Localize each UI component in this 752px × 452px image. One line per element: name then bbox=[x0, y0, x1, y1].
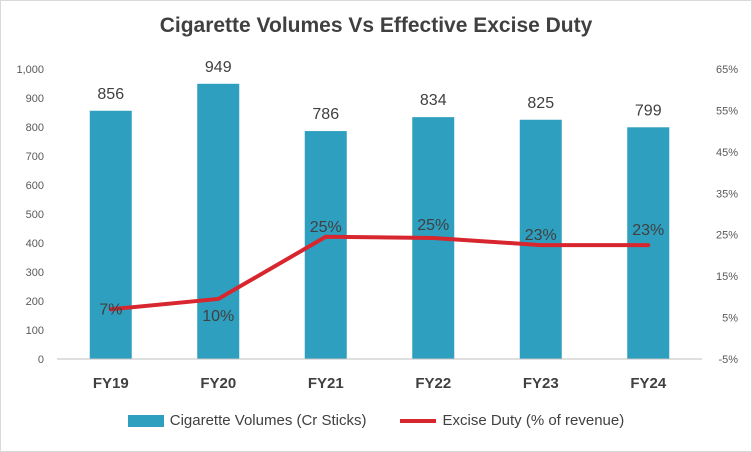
left-axis-tick-label: 500 bbox=[26, 209, 44, 221]
x-axis-tick-label: FY21 bbox=[308, 375, 344, 392]
bar-series bbox=[89, 83, 670, 359]
bar bbox=[519, 119, 562, 359]
left-axis: 0 100 200 300 400 500 600 700 800 900 1,000 bbox=[16, 64, 44, 366]
line-data-label: 10% bbox=[202, 308, 234, 325]
x-axis-tick-label: FY19 bbox=[93, 375, 129, 392]
left-axis-tick-label: 600 bbox=[26, 180, 44, 192]
left-axis-tick-label: 900 bbox=[26, 93, 44, 105]
right-axis-tick-label: 55% bbox=[716, 105, 738, 117]
left-axis-tick-label: 700 bbox=[26, 151, 44, 163]
line-data-label: 7% bbox=[99, 301, 122, 318]
bar-data-label: 825 bbox=[527, 95, 554, 112]
x-axis-tick-label: FY22 bbox=[415, 375, 451, 392]
legend-swatch-volumes bbox=[127, 414, 164, 427]
left-axis-tick-label: 300 bbox=[26, 267, 44, 279]
legend-label-excise: Excise Duty (% of revenue) bbox=[442, 412, 625, 429]
bar-data-labels: 856 949 786 834 825 799 bbox=[97, 59, 661, 123]
excise-duty-line bbox=[108, 234, 651, 312]
bar bbox=[197, 83, 240, 359]
left-axis-tick-label: 0 bbox=[38, 354, 44, 366]
right-axis-tick-label: 45% bbox=[716, 147, 738, 159]
line-data-labels: 7% 10% 25% 25% 23% 23% bbox=[99, 217, 664, 325]
left-axis-tick-label: 100 bbox=[26, 325, 44, 337]
left-axis-tick-label: 800 bbox=[26, 122, 44, 134]
right-axis-tick-label: 65% bbox=[716, 64, 738, 76]
right-axis-tick-label: 25% bbox=[716, 230, 738, 242]
line-data-label: 25% bbox=[417, 217, 449, 234]
legend-item-volumes: Cigarette Volumes (Cr Sticks) bbox=[127, 412, 367, 429]
line-data-label: 25% bbox=[310, 219, 342, 236]
right-axis-tick-label: 15% bbox=[716, 271, 738, 283]
legend-swatch-excise bbox=[400, 418, 437, 423]
bar bbox=[89, 110, 132, 359]
left-axis-tick-label: 1,000 bbox=[16, 64, 44, 76]
chart-title: Cigarette Volumes Vs Effective Excise Du… bbox=[159, 14, 593, 37]
legend-item-excise: Excise Duty (% of revenue) bbox=[400, 412, 624, 429]
right-axis-tick-label: 5% bbox=[722, 313, 738, 325]
right-axis-tick-label: -5% bbox=[718, 354, 738, 366]
bar-data-label: 856 bbox=[97, 86, 124, 103]
left-axis-tick-label: 400 bbox=[26, 238, 44, 250]
bar-data-label: 949 bbox=[205, 59, 232, 76]
left-axis-tick-label: 200 bbox=[26, 296, 44, 308]
line-data-label: 23% bbox=[632, 222, 664, 239]
right-axis: -5% 5% 15% 25% 35% 45% 55% 65% bbox=[716, 64, 738, 366]
x-axis-tick-label: FY23 bbox=[523, 375, 559, 392]
legend: Cigarette Volumes (Cr Sticks) Excise Dut… bbox=[0, 412, 752, 429]
bar-data-label: 834 bbox=[420, 92, 447, 109]
x-axis-tick-label: FY20 bbox=[200, 375, 236, 392]
line-series bbox=[108, 234, 651, 312]
legend-label-volumes: Cigarette Volumes (Cr Sticks) bbox=[169, 412, 367, 429]
x-axis-tick-label: FY24 bbox=[630, 375, 667, 392]
bar-data-label: 799 bbox=[635, 102, 662, 119]
bar-data-label: 786 bbox=[312, 106, 339, 123]
line-data-label: 23% bbox=[525, 227, 557, 244]
x-axis: FY19 FY20 FY21 FY22 FY23 FY24 bbox=[57, 358, 702, 392]
right-axis-tick-label: 35% bbox=[716, 188, 738, 200]
